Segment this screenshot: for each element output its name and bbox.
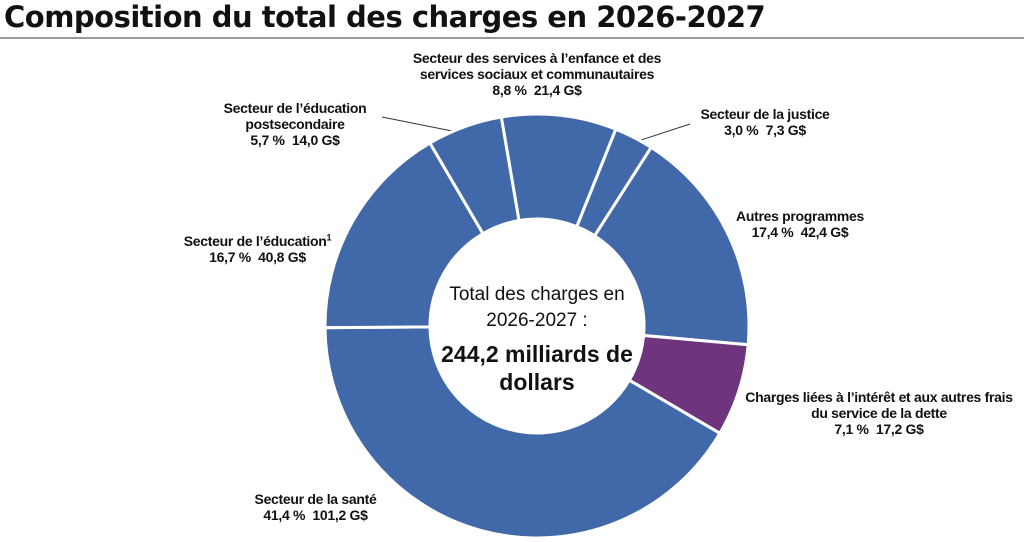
share-label: 5,7 % (250, 132, 285, 148)
center-value: 244,2 milliards de dollars (441, 341, 633, 395)
slice-label: Secteur des services à l’enfance et des … (387, 50, 687, 98)
value-line: 8,8 % 21,4 G$ (387, 82, 687, 98)
share-label: 41,4 % (263, 507, 306, 523)
slice-label: Charges liées à l’intérêt et aux autres … (738, 389, 1020, 437)
category-name: Secteur de l’éducation postsecondaire (200, 100, 390, 132)
category-text: Charges liées à l’intérêt et aux autres … (745, 389, 1013, 421)
chart-title: Composition du total des charges en 2026… (4, 0, 766, 34)
category-text: Secteur des services à l’enfance et des … (412, 50, 662, 82)
leader-line (631, 123, 691, 144)
category-text: Secteur de l’éducation postsecondaire (223, 100, 367, 132)
value-label: 7,3 G$ (765, 122, 807, 138)
category-name: Secteur de la santé (228, 491, 403, 507)
center-label: Total des charges en 2026-2027 : 244,2 m… (427, 282, 647, 396)
value-line: 3,0 % 7,3 G$ (690, 122, 840, 138)
slice-label: Secteur de la santé 41,4 % 101,2 G$ (228, 491, 403, 523)
category-name: Secteur de l’éducation1 (160, 233, 355, 249)
share-label: 16,7 % (209, 249, 251, 265)
slice (323, 325, 722, 540)
value-label: 42,4 G$ (800, 224, 849, 240)
value-line: 16,7 % 40,8 G$ (160, 249, 355, 265)
slice (427, 115, 521, 236)
value-label: 40,8 G$ (258, 249, 306, 265)
value-label: 21,4 G$ (533, 82, 582, 98)
share-label: 7,1 % (834, 421, 869, 437)
footnote-mark: 1 (326, 232, 332, 243)
category-text: Secteur de la justice (700, 106, 830, 122)
center-text: Total des charges en 2026-2027 : (449, 284, 625, 331)
share-label: 17,4 % (751, 224, 794, 240)
share-label: 3,0 % (724, 122, 759, 138)
value-label: 14,0 G$ (291, 132, 340, 148)
leader-line (381, 116, 463, 134)
slice (323, 140, 486, 330)
category-text: Secteur de la santé (254, 491, 377, 507)
category-name: Secteur de la justice (690, 106, 840, 122)
slice-label: Secteur de l’éducation1 16,7 % 40,8 G$ (160, 233, 355, 265)
category-text: Secteur de l’éducation (183, 233, 327, 249)
category-text: Autres programmes (736, 208, 864, 224)
category-name: Autres programmes (715, 208, 885, 224)
slice-label: Secteur de l’éducation postsecondaire 5,7… (200, 100, 390, 148)
value-line: 7,1 % 17,2 G$ (738, 421, 1020, 437)
share-label: 8,8 % (492, 82, 527, 98)
value-label: 17,2 G$ (875, 421, 924, 437)
slice-label: Autres programmes 17,4 % 42,4 G$ (715, 208, 885, 240)
value-line: 17,4 % 42,4 G$ (715, 224, 885, 240)
value-line: 5,7 % 14,0 G$ (200, 132, 390, 148)
value-line: 41,4 % 101,2 G$ (228, 507, 403, 523)
category-name: Charges liées à l’intérêt et aux autres … (738, 389, 1020, 421)
value-label: 101,2 G$ (312, 507, 368, 523)
category-name: Secteur des services à l’enfance et des … (387, 50, 687, 82)
slice-label: Secteur de la justice 3,0 % 7,3 G$ (690, 106, 840, 138)
slice (592, 145, 751, 347)
